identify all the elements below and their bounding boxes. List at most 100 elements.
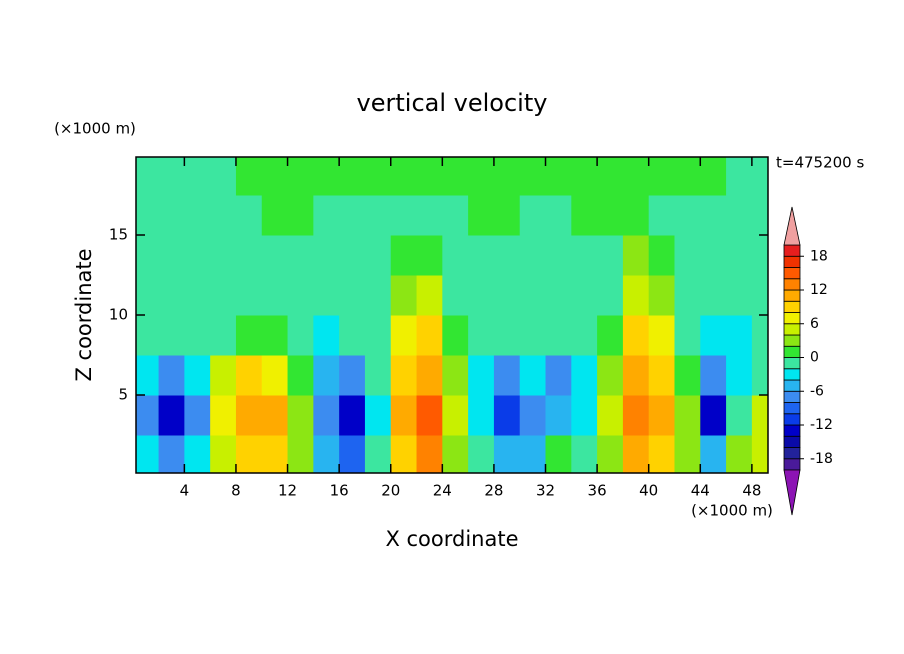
- field-cell: [364, 395, 392, 436]
- field-cell: [571, 435, 598, 473]
- x-tick-label: 28: [484, 482, 503, 500]
- field-cell: [597, 157, 624, 196]
- colorbar-segment: [783, 334, 801, 347]
- field-cell: [390, 315, 418, 356]
- field-cell: [571, 275, 598, 316]
- field-cell: [313, 235, 340, 276]
- field-cell: [545, 235, 572, 276]
- colorbar-under: [783, 469, 801, 516]
- field-cell: [648, 435, 675, 473]
- field-cell: [210, 395, 237, 436]
- field-cell: [519, 157, 547, 196]
- field-cell: [136, 355, 160, 396]
- field-cell: [339, 435, 366, 473]
- y-unit: (×1000 m): [54, 120, 136, 138]
- colorbar-segment: [783, 267, 801, 280]
- field-cell: [597, 355, 624, 396]
- field-cell: [235, 315, 263, 356]
- field-cell: [235, 435, 263, 473]
- field-cell: [158, 315, 185, 356]
- field-cell: [468, 315, 495, 356]
- field-cell: [468, 355, 495, 396]
- field-cell: [364, 157, 392, 196]
- field-cell: [339, 195, 366, 236]
- colorbar-segment: [783, 323, 801, 336]
- field-cell: [726, 435, 753, 473]
- field-cell: [674, 315, 701, 356]
- colorbar-segment: [783, 390, 801, 403]
- x-tick-label: 40: [639, 482, 658, 500]
- colorbar-segment: [783, 413, 801, 426]
- field-cell: [235, 195, 263, 236]
- field-cell: [493, 355, 521, 396]
- field-cell: [468, 195, 495, 236]
- field-cell: [751, 395, 768, 436]
- field-cell: [545, 315, 572, 356]
- field-cell: [235, 395, 263, 436]
- field-cell: [468, 157, 495, 196]
- field-cell: [751, 195, 768, 236]
- field-cell: [493, 315, 521, 356]
- field-cell: [261, 395, 289, 436]
- field-cell: [210, 315, 237, 356]
- field-cell: [442, 157, 469, 196]
- colorbar-segment: [783, 312, 801, 325]
- field-cell: [313, 315, 340, 356]
- field-cell: [597, 235, 624, 276]
- field-cell: [648, 195, 675, 236]
- colorbar-segment: [783, 278, 801, 291]
- field-cell: [442, 315, 469, 356]
- field-cell: [416, 395, 443, 436]
- field-cell: [493, 395, 521, 436]
- field-cell: [261, 435, 289, 473]
- field-cell: [287, 435, 314, 473]
- field-cell: [287, 395, 314, 436]
- field-cell: [390, 157, 418, 196]
- x-tick-label: 4: [180, 482, 190, 500]
- field-cell: [622, 395, 650, 436]
- field-cell: [235, 235, 263, 276]
- field-cell: [597, 315, 624, 356]
- field-cell: [184, 195, 211, 236]
- field-cell: [390, 195, 418, 236]
- field-cell: [700, 395, 727, 436]
- field-cell: [726, 235, 753, 276]
- field-cell: [674, 275, 701, 316]
- field-cell: [674, 157, 701, 196]
- field-cell: [364, 275, 392, 316]
- field-cell: [674, 435, 701, 473]
- colorbar-segment: [783, 447, 801, 460]
- field-cell: [339, 157, 366, 196]
- field-cell: [519, 395, 547, 436]
- field-cell: [726, 157, 753, 196]
- field-cell: [158, 157, 185, 196]
- field-cell: [136, 235, 160, 276]
- field-cell: [648, 235, 675, 276]
- field-cell: [622, 435, 650, 473]
- field-cell: [158, 275, 185, 316]
- field-cell: [158, 355, 185, 396]
- field-cell: [700, 315, 727, 356]
- field-cell: [287, 157, 314, 196]
- field-cell: [136, 195, 160, 236]
- field-cell: [339, 395, 366, 436]
- field-cell: [339, 315, 366, 356]
- field-cell: [571, 235, 598, 276]
- field-cell: [597, 275, 624, 316]
- field-cell: [287, 355, 314, 396]
- field-cell: [287, 275, 314, 316]
- field-cell: [622, 275, 650, 316]
- field-cell: [184, 395, 211, 436]
- field-cell: [184, 355, 211, 396]
- field-cell: [493, 435, 521, 473]
- field-cell: [519, 355, 547, 396]
- field-cell: [597, 435, 624, 473]
- field-cell: [184, 275, 211, 316]
- field-cell: [571, 157, 598, 196]
- x-tick-label: 32: [536, 482, 555, 500]
- x-tick-label: 48: [742, 482, 761, 500]
- field-cell: [364, 235, 392, 276]
- field-cell: [416, 435, 443, 473]
- colorbar-segment: [783, 244, 801, 257]
- field-cell: [235, 275, 263, 316]
